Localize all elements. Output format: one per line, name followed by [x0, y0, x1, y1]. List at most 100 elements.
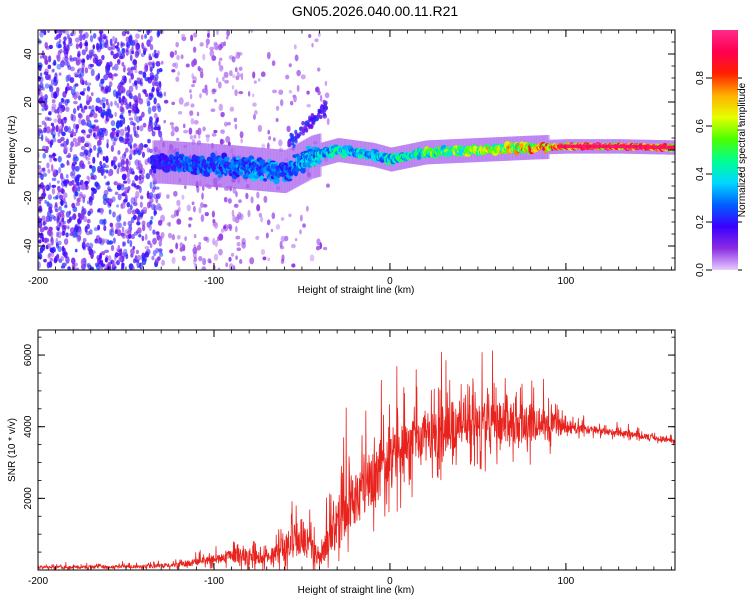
spectrogram-noise-cell [69, 77, 75, 84]
spectrogram-noise-cell [73, 132, 77, 137]
spectrogram-noise-cell [73, 226, 79, 234]
spectrogram-noise-cell [53, 118, 58, 123]
spectrogram-noise-cell [227, 198, 232, 204]
spectrogram-noise-cell [176, 218, 182, 225]
spectrogram-noise-cell [48, 216, 53, 222]
spectrogram-noise-cell [60, 199, 64, 207]
spectrogram-noise-cell [153, 210, 158, 215]
spectrogram-noise-cell [99, 160, 102, 167]
spectrogram-noise-cell [201, 88, 207, 94]
spectrogram-noise-cell [234, 67, 238, 73]
spectrogram-noise-cell [253, 110, 258, 115]
spectrogram-noise-cell [113, 73, 118, 77]
spectrogram-noise-cell [234, 123, 238, 130]
spectrogram-noise-cell [137, 227, 142, 234]
spectrogram-noise-cell [42, 167, 46, 171]
spectrogram-noise-cell [56, 86, 60, 93]
spectrogram-noise-cell [217, 81, 222, 89]
spectrogram-noise-cell [116, 132, 120, 138]
spectrogram-noise-cell [219, 139, 225, 145]
spectrogram-noise-cell [55, 30, 60, 34]
spectrogram-noise-cell [100, 136, 105, 141]
spectrogram-noise-cell [104, 257, 108, 263]
spectrogram-noise-cell [143, 66, 147, 73]
spectrogram-noise-cell [76, 142, 81, 146]
spectrogram-noise-cell [77, 234, 82, 241]
spectrogram-noise-cell [116, 168, 120, 175]
spectrogram-noise-cell [53, 172, 58, 178]
spectrogram-noise-cell [126, 177, 131, 185]
spectrogram-noise-cell [168, 221, 171, 227]
spectrogram-noise-cell [240, 72, 244, 81]
spectrogram-noise-cell [61, 121, 65, 128]
spectrogram-noise-cell [72, 137, 77, 143]
spectrogram-noise-cell [209, 49, 215, 58]
spectrogram-noise-cell [252, 102, 257, 107]
spectrogram-noise-cell [220, 111, 225, 118]
spectrogram-noise-cell [226, 30, 230, 37]
spectrogram-noise-cell [100, 112, 105, 118]
snr-series-line [38, 350, 675, 570]
spectrogram-noise-cell [128, 101, 132, 107]
spectrogram-noise-cell [79, 103, 83, 109]
spectrogram-noise-cell [56, 63, 62, 70]
spectrogram-noise-cell [262, 256, 267, 261]
spectrogram-noise-cell [191, 201, 195, 206]
spectrogram-ridge-cell [242, 174, 247, 180]
spectrogram-noise-cell [105, 98, 109, 106]
spectrogram-noise-cell [120, 183, 125, 188]
spectrogram-noise-cell [81, 194, 87, 199]
spectrogram-noise-cell [97, 146, 102, 154]
spectrogram-noise-cell [40, 182, 44, 189]
spectrogram-noise-cell [258, 213, 262, 218]
spectrogram-noise-cell [265, 232, 269, 239]
spectrogram-noise-cell [140, 263, 144, 270]
spectrogram-noise-cell [105, 181, 110, 186]
spectrogram-marks [38, 30, 675, 270]
spectrogram-noise-cell [73, 187, 78, 193]
spectrogram-noise-cell [203, 236, 208, 242]
spectrogram-noise-cell [88, 198, 93, 206]
spectrogram-noise-cell [74, 248, 78, 253]
spectrogram-noise-cell [188, 127, 193, 135]
spectrogram-noise-cell [116, 204, 120, 208]
spectrogram-noise-cell [113, 164, 117, 170]
spectrogram-noise-cell [218, 60, 221, 67]
spectrogram-noise-cell [137, 185, 141, 190]
spectrogram-noise-cell [110, 136, 116, 142]
spectrogram-noise-cell [127, 220, 133, 227]
spectrogram-noise-cell [116, 260, 120, 266]
spectrogram-noise-cell [139, 125, 144, 132]
spectrogram-noise-cell [180, 54, 184, 60]
spectrogram-noise-cell [85, 122, 89, 127]
spectrogram-noise-cell [115, 222, 121, 230]
spectrogram-noise-cell [47, 168, 51, 174]
spectrogram-noise-cell [47, 64, 52, 70]
spectrogram-noise-cell [156, 68, 160, 75]
spectrogram-noise-cell [228, 256, 232, 262]
spectrogram-noise-cell [177, 71, 180, 77]
spectrogram-noise-cell [198, 134, 201, 139]
spectrogram-feature-cell [305, 128, 309, 133]
spectrogram-noise-cell [324, 92, 330, 99]
spectrogram-noise-cell [288, 90, 293, 94]
spectrogram-noise-cell [65, 74, 69, 83]
spectrogram-noise-cell [204, 84, 208, 90]
spectrogram-noise-cell [52, 130, 56, 139]
spectrogram-noise-cell [43, 103, 49, 111]
spectrogram-noise-cell [315, 245, 321, 251]
spectrogram-noise-cell [128, 112, 131, 117]
spectrogram-noise-cell [76, 197, 81, 203]
spectrogram-noise-cell [99, 252, 103, 260]
spectrogram-noise-cell [133, 114, 138, 122]
spectrogram-noise-cell [121, 226, 125, 233]
spectrogram-noise-cell [96, 125, 100, 133]
spectrogram-noise-cell [218, 43, 223, 51]
spectrogram-noise-cell [63, 238, 69, 245]
spectrogram-noise-cell [68, 86, 73, 91]
spectrogram-noise-cell [196, 111, 200, 117]
spectrogram-noise-cell [129, 54, 133, 62]
spectrogram-noise-cell [151, 105, 157, 112]
spectrogram-noise-cell [56, 106, 60, 115]
spectrogram-noise-cell [126, 131, 130, 139]
